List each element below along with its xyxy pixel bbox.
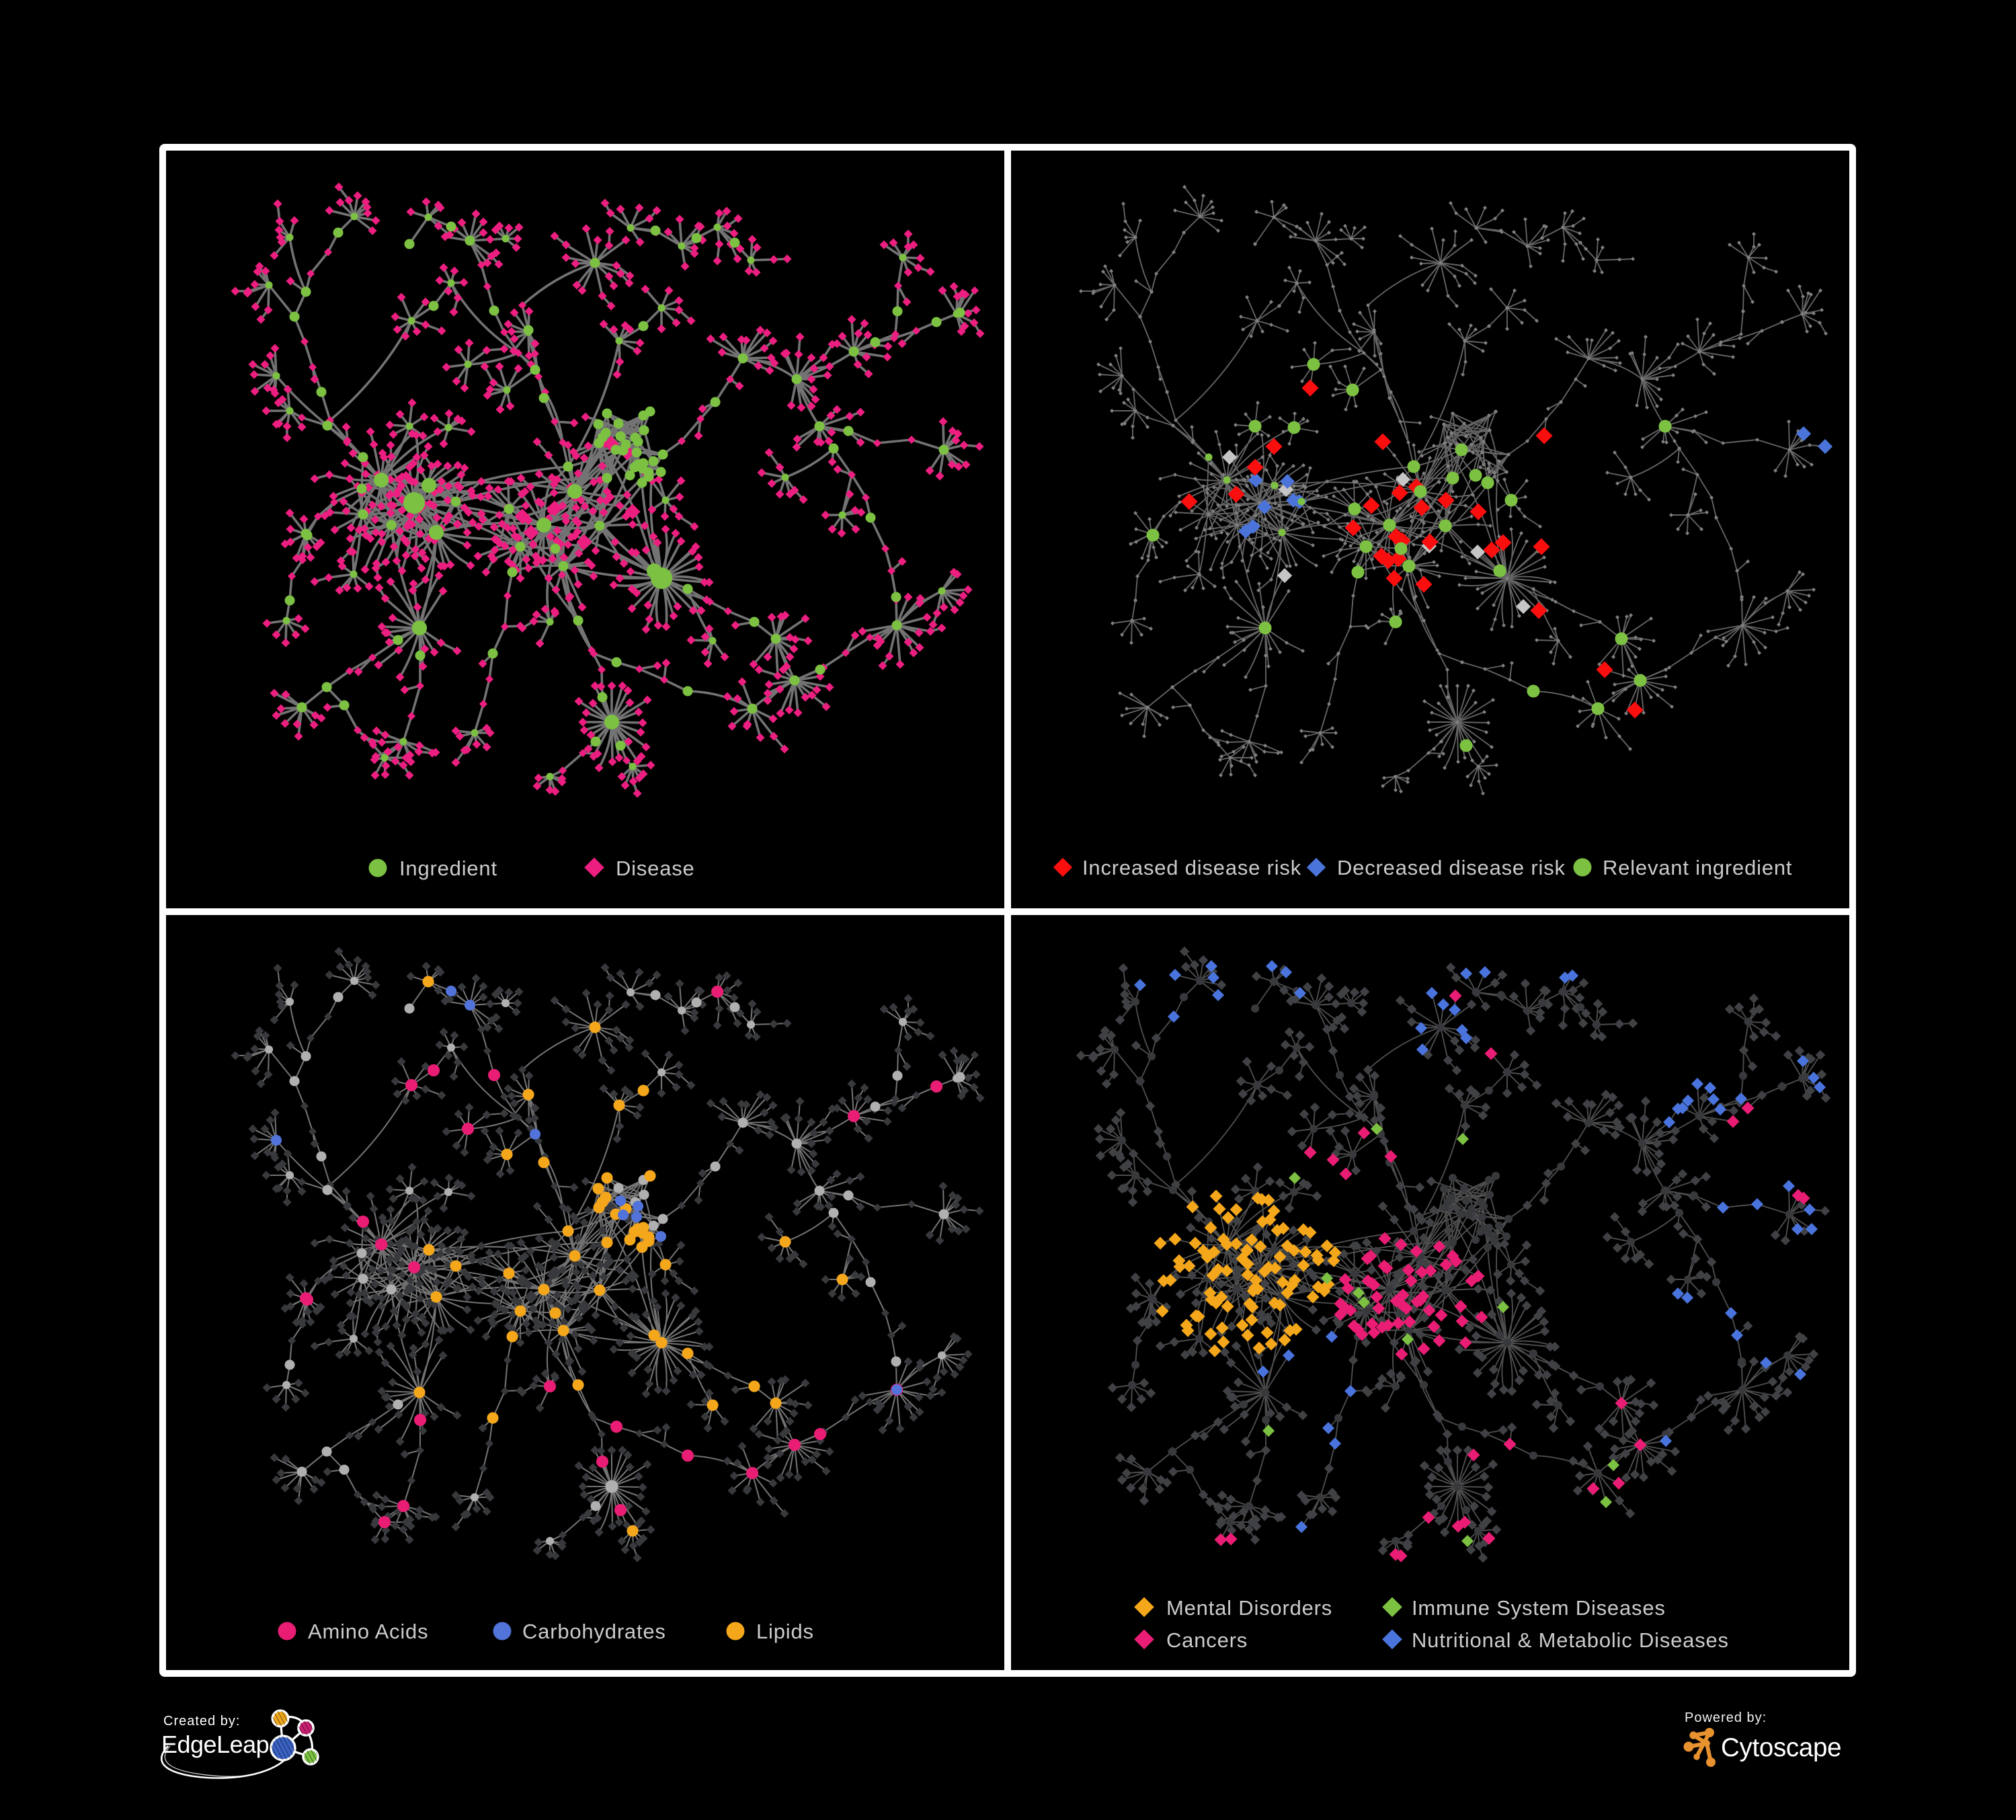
svg-text:EdgeLeap: EdgeLeap bbox=[161, 1731, 269, 1758]
svg-text:Cytoscape: Cytoscape bbox=[1721, 1733, 1841, 1762]
svg-text:Decreased disease risk: Decreased disease risk bbox=[1337, 856, 1566, 879]
svg-text:Ingredient: Ingredient bbox=[399, 857, 497, 880]
svg-text:Carbohydrates: Carbohydrates bbox=[522, 1620, 666, 1643]
svg-text:Amino Acids: Amino Acids bbox=[308, 1620, 428, 1643]
svg-text:Lipids: Lipids bbox=[756, 1620, 814, 1643]
svg-text:Created by:: Created by: bbox=[163, 1714, 240, 1729]
svg-text:Cancers: Cancers bbox=[1166, 1628, 1248, 1652]
svg-text:Nutritional & Metabolic Diseas: Nutritional & Metabolic Diseases bbox=[1412, 1628, 1729, 1652]
svg-text:Relevant ingredient: Relevant ingredient bbox=[1603, 856, 1792, 879]
svg-text:Increased disease risk: Increased disease risk bbox=[1082, 856, 1301, 879]
svg-text:Powered by:: Powered by: bbox=[1685, 1710, 1767, 1725]
svg-text:Mental Disorders: Mental Disorders bbox=[1166, 1596, 1332, 1620]
svg-text:Disease: Disease bbox=[616, 857, 695, 880]
svg-text:Immune System Diseases: Immune System Diseases bbox=[1412, 1596, 1666, 1620]
